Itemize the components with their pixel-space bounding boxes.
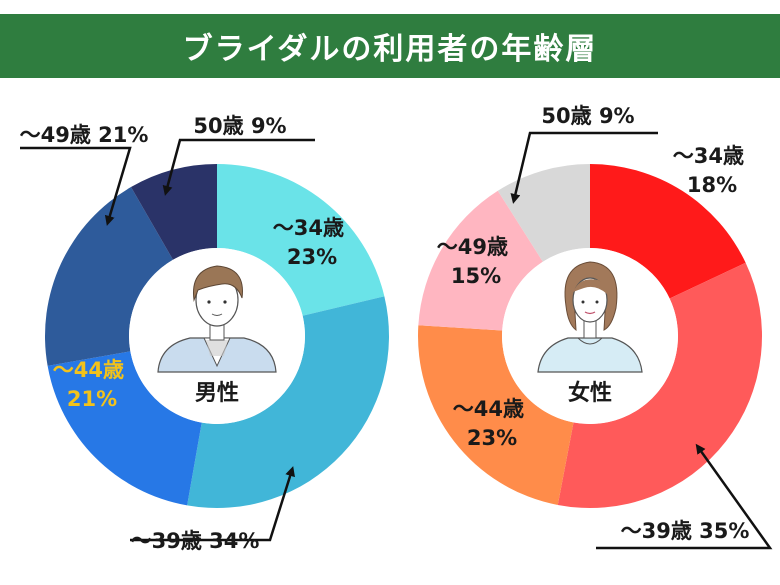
title-banner: ブライダルの利用者の年齢層 bbox=[0, 14, 780, 78]
female-slice-1 bbox=[557, 262, 762, 508]
female-39-leader-line bbox=[596, 443, 773, 550]
male-39-leader-line bbox=[130, 466, 295, 542]
male-label-39: ～39歳 34% bbox=[131, 529, 260, 553]
male-50-leader-line bbox=[162, 138, 315, 196]
male-label-34: ～34歳 23% bbox=[273, 216, 352, 269]
male-avatar-icon bbox=[157, 265, 277, 373]
female-center-label: 女性 bbox=[568, 380, 612, 406]
female-slice-0 bbox=[590, 164, 746, 299]
female-donut-chart: 女性 ～34歳 18% ～39歳 35% ～44歳 23% ～49歳 15% 5… bbox=[418, 104, 773, 550]
male-donut-chart: 男性 ～34歳 23% ～39歳 34% ～44歳 21% ～49歳 21% 5… bbox=[20, 114, 389, 553]
female-label-39: ～39歳 35% bbox=[621, 519, 750, 543]
female-label-34: ～34歳 18% bbox=[673, 144, 752, 197]
female-50-leader-line bbox=[510, 131, 658, 204]
male-label-49: ～49歳 21% bbox=[20, 123, 149, 147]
male-slice-3 bbox=[44, 187, 173, 366]
male-slice-2 bbox=[47, 351, 202, 506]
male-center-label: 男性 bbox=[195, 381, 239, 406]
female-slice-4 bbox=[497, 164, 590, 262]
female-slices bbox=[418, 164, 762, 508]
male-label-44: ～44歳 21% bbox=[53, 358, 132, 411]
female-avatar-icon bbox=[537, 261, 643, 373]
male-slices bbox=[44, 164, 389, 508]
male-label-50: 50歳 9% bbox=[193, 114, 286, 138]
female-slice-3 bbox=[418, 190, 543, 331]
female-label-44: ～44歳 23% bbox=[453, 397, 532, 450]
male-slice-1 bbox=[187, 296, 389, 508]
chart-title: ブライダルの利用者の年齢層 bbox=[182, 32, 598, 67]
female-label-49: ～49歳 15% bbox=[437, 235, 516, 288]
male-49-leader-line bbox=[20, 146, 132, 226]
male-slice-4 bbox=[131, 164, 217, 260]
male-slice-0 bbox=[217, 164, 385, 316]
female-slice-2 bbox=[418, 325, 574, 505]
female-label-50: 50歳 9% bbox=[541, 104, 634, 128]
